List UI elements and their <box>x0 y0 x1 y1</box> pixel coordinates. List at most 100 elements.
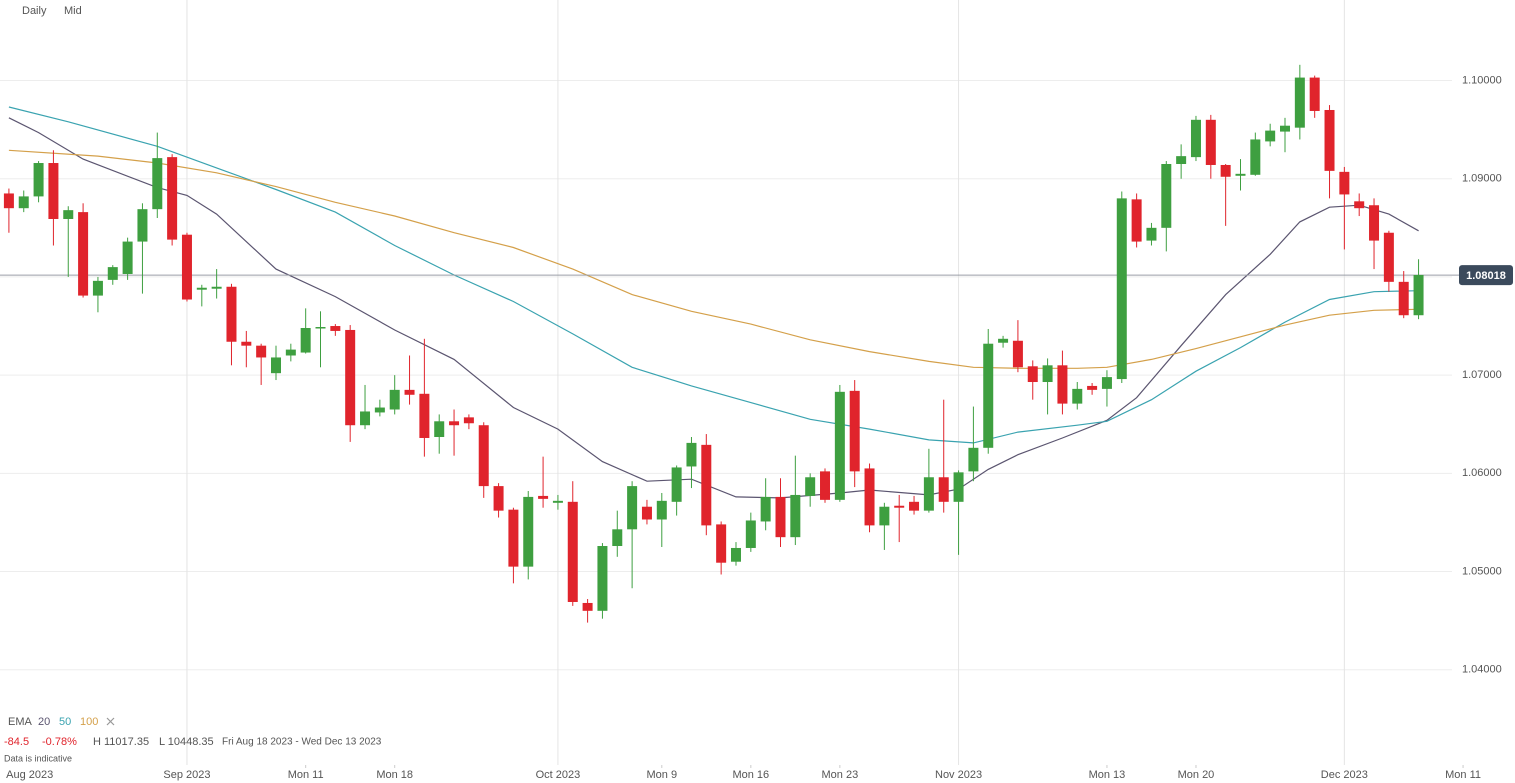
candle-body <box>167 157 178 240</box>
candle-body <box>864 468 875 526</box>
candle-body <box>1369 205 1380 241</box>
candle-body <box>1072 388 1083 404</box>
candle-body <box>1042 365 1053 383</box>
grid <box>0 0 1464 768</box>
x-tick-label: Mon 11 <box>288 769 324 781</box>
candle-body <box>567 501 578 602</box>
candle-body <box>998 338 1009 343</box>
x-tick-label: Dec 2023 <box>1321 769 1368 781</box>
candle-body <box>3 193 14 209</box>
candle-body <box>92 280 103 296</box>
candle-body <box>226 286 237 342</box>
interval[interactable]: Daily <box>22 5 47 17</box>
candle-body <box>315 327 326 329</box>
date-range: Fri Aug 18 2023 - Wed Dec 13 2023 <box>222 737 382 748</box>
candle-body <box>1324 109 1335 171</box>
legend-entry: 100 <box>80 716 98 728</box>
candle-body <box>745 520 756 548</box>
candle-body <box>241 341 252 346</box>
candle-body <box>1235 173 1246 176</box>
candle-body <box>63 210 74 219</box>
candle-body <box>805 477 816 496</box>
candle-body <box>463 417 474 424</box>
candle-body <box>879 506 890 526</box>
legend-entry: 20 <box>38 716 50 728</box>
candle-body <box>404 389 415 395</box>
y-tick-label: 1.09000 <box>1462 173 1502 185</box>
candle-body <box>968 447 979 472</box>
candle-body <box>641 506 652 520</box>
legend-entry: 50 <box>59 716 71 728</box>
candle-body <box>1413 274 1424 316</box>
price-type[interactable]: Mid <box>64 5 82 17</box>
candle-body <box>48 163 59 219</box>
x-tick-label: Mon 20 <box>1178 769 1215 781</box>
change: -84.5 <box>4 736 29 748</box>
change-pct: -0.78% <box>42 736 77 748</box>
note: Data is indicative <box>4 753 72 763</box>
candle-body <box>1176 156 1187 164</box>
candle-body <box>1131 199 1142 242</box>
candle-body <box>152 158 163 210</box>
last-price-tag <box>1459 265 1513 286</box>
x-tick-label: Nov 2023 <box>935 769 982 781</box>
candle-body <box>834 391 845 500</box>
candle-body <box>820 471 831 500</box>
candle-body <box>671 467 682 502</box>
candle-body <box>493 486 504 511</box>
candle-body <box>656 500 667 520</box>
candle-body <box>18 196 29 209</box>
candle-body <box>701 444 712 526</box>
candle-body <box>1012 340 1023 368</box>
candle-body <box>270 357 281 374</box>
candle-body <box>1205 119 1216 165</box>
low: L 10448.35 <box>159 736 214 748</box>
candle-body <box>1220 164 1231 177</box>
y-tick-label: 1.07000 <box>1462 369 1502 381</box>
candle-body <box>1161 163 1172 228</box>
candle-body <box>449 421 460 426</box>
candle-body <box>78 212 89 296</box>
x-tick-label: Oct 2023 <box>536 769 581 781</box>
candle-body <box>1190 119 1201 158</box>
candle-body <box>760 496 771 522</box>
candle-body <box>627 486 638 530</box>
candle-body <box>211 286 222 289</box>
candle-body <box>938 477 949 502</box>
candle-body <box>33 163 44 197</box>
candle-body <box>389 389 400 410</box>
indicator-lines <box>0 106 1460 499</box>
x-tick-label: Mon 11 <box>1445 769 1481 781</box>
candle-body <box>285 349 296 356</box>
candle-body <box>1339 171 1350 195</box>
candle-body <box>1116 198 1127 380</box>
candle-body <box>1294 77 1305 128</box>
candle-body <box>360 411 371 426</box>
candle-body <box>478 425 489 487</box>
candle-body <box>730 547 741 562</box>
candle-body <box>790 494 801 538</box>
candle-body <box>1354 201 1365 209</box>
high: H 11017.35 <box>93 736 149 748</box>
candle-body <box>894 505 905 508</box>
y-tick-label: 1.04000 <box>1462 664 1502 676</box>
candle-body <box>538 495 549 499</box>
candle-body <box>1087 385 1098 390</box>
candle-body <box>1398 281 1409 316</box>
candle-body <box>716 524 727 563</box>
candle-body <box>256 345 267 358</box>
x-tick-label: Mon 23 <box>822 769 859 781</box>
candle-body <box>1101 377 1112 389</box>
candle-body <box>419 393 430 438</box>
candle-body <box>983 343 994 448</box>
close-icon[interactable] <box>106 717 115 726</box>
candle-body <box>345 329 356 426</box>
candle-body <box>1280 125 1291 132</box>
ema-line <box>8 117 1419 499</box>
labels: 1.100001.090001.080001.070001.060001.050… <box>6 74 1513 781</box>
candle-body <box>374 407 385 413</box>
candle-body <box>923 477 934 511</box>
candle-body <box>181 234 192 300</box>
